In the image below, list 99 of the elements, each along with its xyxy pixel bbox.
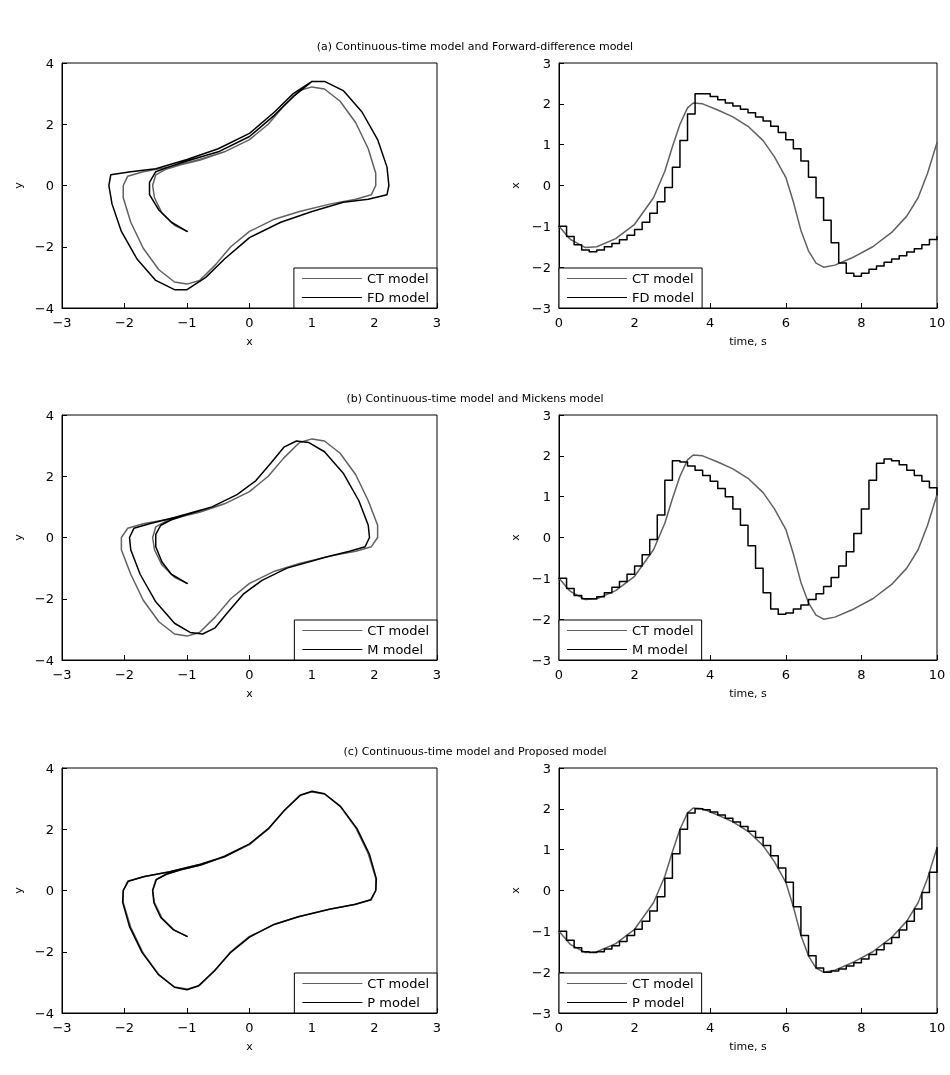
y-tick-label: 1: [542, 489, 551, 505]
x-tick-label: 3: [432, 667, 442, 682]
y-tick-label: −3: [531, 1005, 551, 1021]
x-tick-label: 8: [857, 315, 866, 330]
x-tick-label: 0: [554, 1020, 564, 1035]
y-tick-label: −2: [34, 591, 54, 607]
x-tick-label: −2: [114, 667, 135, 682]
y-tick-label: 3: [542, 55, 551, 71]
legend-label: P model: [632, 995, 685, 1010]
legend-label: P model: [367, 995, 420, 1010]
legend-label: CT model: [632, 623, 694, 638]
x-tick-label: 4: [706, 1020, 715, 1035]
x-tick-label: 1: [307, 315, 317, 330]
y-tick-label: −2: [34, 239, 54, 255]
y-axis-title: y: [11, 886, 25, 894]
x-tick-label: 2: [370, 315, 379, 330]
x-tick-label: 0: [245, 1020, 254, 1035]
y-tick-label: −1: [531, 570, 551, 586]
y-tick-label: −1: [531, 923, 551, 939]
x-tick-label: 2: [370, 667, 379, 682]
legend-label: FD model: [366, 290, 430, 305]
x-tick-label: 2: [370, 1020, 379, 1035]
y-tick-label: 4: [45, 55, 54, 71]
text: (c) Continuous-time model and Proposed model: [342, 745, 608, 758]
x-tick-label: 0: [245, 315, 254, 330]
x-tick-label: 0: [245, 667, 254, 682]
x-tick-label: 0: [554, 315, 564, 330]
y-tick-label: −4: [34, 652, 54, 668]
y-tick-label: 2: [542, 96, 551, 112]
y-tick-label: 3: [542, 407, 551, 423]
y-tick-label: 0: [45, 883, 54, 898]
x-axis-title: x: [246, 1040, 254, 1053]
legend-label: CT model: [367, 623, 430, 638]
y-tick-label: 2: [542, 448, 551, 464]
y-tick-label: −2: [531, 611, 551, 627]
x-tick-label: 6: [781, 1020, 790, 1035]
x-tick-label: 10: [928, 1020, 946, 1035]
x-tick-label: 4: [706, 315, 715, 330]
y-axis-title: y: [11, 533, 25, 541]
legend-label: M model: [367, 642, 424, 657]
x-tick-label: 3: [432, 315, 442, 330]
y-axis-title: x: [508, 181, 522, 189]
y-tick-label: 0: [542, 178, 551, 193]
x-axis-title: time, s: [729, 687, 768, 700]
y-tick-label: −2: [531, 259, 551, 275]
legend-label: FD model: [632, 290, 695, 305]
y-tick-label: 0: [542, 883, 551, 898]
x-tick-label: 1: [307, 1020, 317, 1035]
x-tick-label: 3: [432, 1020, 442, 1035]
y-tick-label: 0: [542, 530, 551, 545]
y-tick-label: −3: [531, 652, 551, 668]
x-tick-label: 10: [928, 667, 946, 682]
y-axis-title: x: [508, 533, 522, 541]
y-tick-label: 0: [45, 530, 54, 545]
y-axis-title: x: [508, 886, 522, 894]
text: (a) Continuous-time model and Forward-difference model: [315, 40, 635, 53]
x-axis-title: time, s: [729, 1040, 768, 1053]
x-tick-label: −1: [177, 1020, 197, 1035]
x-tick-label: 2: [630, 667, 639, 682]
y-tick-label: 2: [45, 116, 54, 132]
x-tick-label: −1: [177, 667, 197, 682]
y-tick-label: 1: [542, 842, 551, 858]
y-axis-title: y: [11, 181, 25, 189]
y-tick-label: −4: [34, 1005, 54, 1021]
y-tick-label: 3: [542, 760, 551, 776]
text: (b) Continuous-time model and Mickens model: [345, 392, 605, 405]
x-axis-title: x: [246, 687, 254, 700]
x-tick-label: 2: [630, 315, 639, 330]
x-tick-label: 8: [857, 1020, 866, 1035]
x-tick-label: 8: [857, 667, 866, 682]
y-tick-label: 2: [542, 801, 551, 817]
legend-label: CT model: [367, 976, 430, 991]
x-tick-label: 6: [781, 667, 790, 682]
y-tick-label: 4: [45, 760, 54, 776]
x-tick-label: 1: [307, 667, 317, 682]
y-tick-label: 4: [45, 407, 54, 423]
legend-label: M model: [632, 642, 688, 657]
y-tick-label: 1: [542, 137, 551, 153]
y-tick-label: 2: [45, 821, 54, 837]
x-tick-label: −2: [114, 315, 135, 330]
x-tick-label: 0: [554, 667, 564, 682]
x-tick-label: 4: [706, 667, 715, 682]
x-axis-title: x: [246, 335, 254, 348]
x-axis-title: time, s: [729, 335, 768, 348]
y-tick-label: −1: [531, 218, 551, 234]
legend-label: CT model: [366, 271, 429, 286]
x-tick-label: −2: [114, 1020, 135, 1035]
y-tick-label: −4: [34, 300, 54, 316]
legend-label: CT model: [632, 271, 694, 286]
x-tick-label: 10: [928, 315, 946, 330]
y-tick-label: −2: [531, 964, 551, 980]
legend-label: CT model: [632, 976, 694, 991]
x-tick-label: 2: [630, 1020, 639, 1035]
y-tick-label: −2: [34, 944, 54, 960]
y-tick-label: 2: [45, 468, 54, 484]
y-tick-label: −3: [531, 300, 551, 316]
x-tick-label: 6: [781, 315, 790, 330]
x-tick-label: −1: [177, 315, 197, 330]
y-tick-label: 0: [45, 178, 54, 193]
